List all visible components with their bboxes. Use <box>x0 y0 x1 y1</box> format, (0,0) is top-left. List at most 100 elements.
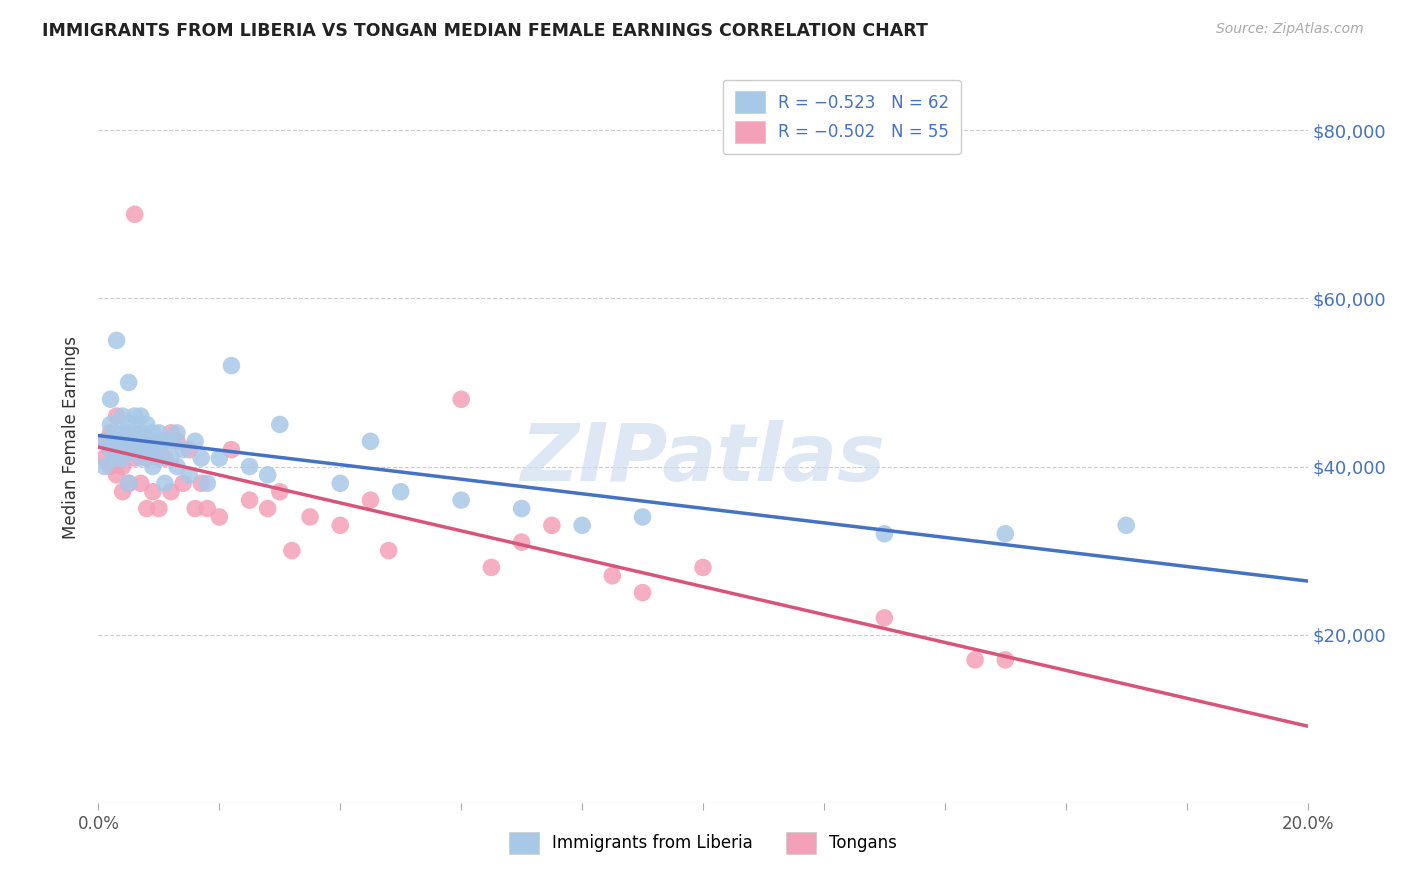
Point <box>148 501 170 516</box>
Point <box>377 543 399 558</box>
Point <box>190 476 212 491</box>
Point <box>269 484 291 499</box>
Point <box>179 442 201 457</box>
Point <box>195 476 218 491</box>
Text: Source: ZipAtlas.com: Source: ZipAtlas.com <box>1216 22 1364 37</box>
Point <box>1115 518 1137 533</box>
Point <box>111 425 134 440</box>
Point <box>111 484 134 499</box>
Point <box>692 560 714 574</box>
Point <box>118 476 141 491</box>
Point <box>360 434 382 449</box>
Point <box>184 434 207 449</box>
Point <box>160 484 183 499</box>
Point <box>142 425 165 440</box>
Point <box>105 467 128 482</box>
Point <box>256 501 278 516</box>
Point <box>269 417 291 432</box>
Point <box>118 425 141 440</box>
Point <box>105 334 128 348</box>
Point <box>111 434 134 449</box>
Point <box>221 359 243 373</box>
Point <box>93 451 115 466</box>
Point <box>510 535 533 549</box>
Point <box>135 501 157 516</box>
Point <box>105 425 128 440</box>
Point <box>124 409 146 423</box>
Point <box>100 392 122 407</box>
Point <box>329 518 352 533</box>
Point <box>111 459 134 474</box>
Point <box>118 417 141 432</box>
Point <box>111 409 134 423</box>
Point <box>100 442 122 457</box>
Point <box>166 434 188 449</box>
Point <box>873 526 896 541</box>
Point <box>111 451 134 466</box>
Point <box>160 425 183 440</box>
Point <box>105 409 128 423</box>
Point <box>481 560 503 574</box>
Point <box>100 459 122 474</box>
Legend: Immigrants from Liberia, Tongans: Immigrants from Liberia, Tongans <box>502 826 904 860</box>
Point <box>100 442 122 457</box>
Point <box>160 434 183 449</box>
Point <box>93 459 115 474</box>
Point <box>135 442 157 457</box>
Point <box>129 451 152 466</box>
Point <box>118 434 141 449</box>
Point <box>510 501 533 516</box>
Point <box>239 459 262 474</box>
Point <box>93 434 115 449</box>
Point <box>631 510 654 524</box>
Y-axis label: Median Female Earnings: Median Female Earnings <box>62 335 80 539</box>
Point <box>148 442 170 457</box>
Point <box>208 451 231 466</box>
Point <box>873 611 896 625</box>
Point <box>135 417 157 432</box>
Point <box>111 434 134 449</box>
Point <box>124 425 146 440</box>
Point <box>256 467 278 482</box>
Point <box>135 434 157 449</box>
Point <box>166 425 188 440</box>
Point <box>129 425 152 440</box>
Point <box>118 476 141 491</box>
Point <box>129 409 152 423</box>
Point <box>148 425 170 440</box>
Point <box>540 518 562 533</box>
Point <box>450 493 472 508</box>
Point <box>389 484 412 499</box>
Point <box>153 434 176 449</box>
Point <box>360 493 382 508</box>
Text: ZIPatlas: ZIPatlas <box>520 420 886 498</box>
Point <box>299 510 322 524</box>
Point <box>153 476 176 491</box>
Point <box>166 459 188 474</box>
Point <box>172 442 194 457</box>
Point <box>450 392 472 407</box>
Point <box>118 376 141 390</box>
Point <box>105 434 128 449</box>
Point <box>124 451 146 466</box>
Point <box>571 518 593 533</box>
Point <box>129 434 152 449</box>
Point <box>118 442 141 457</box>
Point <box>239 493 262 508</box>
Point <box>100 425 122 440</box>
Point <box>124 207 146 221</box>
Point <box>100 417 122 432</box>
Text: IMMIGRANTS FROM LIBERIA VS TONGAN MEDIAN FEMALE EARNINGS CORRELATION CHART: IMMIGRANTS FROM LIBERIA VS TONGAN MEDIAN… <box>42 22 928 40</box>
Point <box>172 476 194 491</box>
Point <box>142 434 165 449</box>
Point <box>142 459 165 474</box>
Point <box>124 442 146 457</box>
Point <box>160 451 183 466</box>
Point <box>129 442 152 457</box>
Point <box>124 434 146 449</box>
Point <box>221 442 243 457</box>
Point <box>602 569 624 583</box>
Point <box>142 434 165 449</box>
Point <box>142 484 165 499</box>
Point <box>179 467 201 482</box>
